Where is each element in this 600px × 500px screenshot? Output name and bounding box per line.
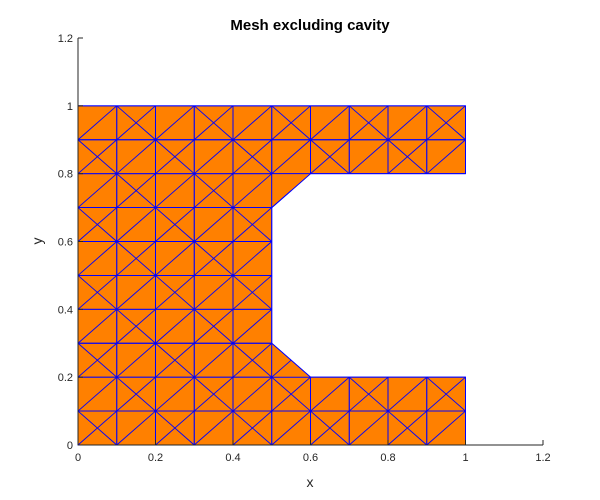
mesh-edge [310, 105, 350, 141]
mesh-edge [77, 410, 118, 446]
mesh-edge [271, 410, 311, 446]
mesh-edge [155, 241, 195, 276]
mesh-edge [155, 376, 195, 412]
mesh-edge [348, 376, 389, 412]
mesh-edge [193, 275, 234, 310]
mesh-edge [232, 105, 273, 141]
mesh-edge [116, 139, 156, 175]
mesh-edge [348, 410, 389, 446]
x-tick-label: 1.2 [535, 452, 550, 464]
mesh-edge [310, 410, 350, 446]
x-tick-label: 1 [462, 452, 468, 464]
mesh-edge [193, 173, 234, 208]
mesh-edge [232, 139, 273, 175]
mesh-edge [232, 376, 273, 412]
mesh-edge [232, 207, 273, 242]
mesh-edge [77, 376, 118, 412]
mesh-edge [387, 376, 428, 412]
x-tick-label: 0.8 [380, 452, 395, 464]
mesh-edge [155, 275, 195, 310]
mesh-edge [77, 308, 118, 344]
x-tick-label: 0.6 [303, 452, 318, 464]
mesh-edge [77, 139, 118, 175]
mesh-edge [193, 207, 234, 242]
mesh-edge [271, 139, 311, 175]
y-axis-label: y [29, 238, 45, 245]
y-tick-label: 0.4 [58, 304, 73, 316]
mesh-edge [426, 376, 466, 412]
mesh-edge [116, 275, 156, 310]
mesh-edge [155, 105, 195, 141]
mesh-edge [155, 139, 195, 175]
mesh-edge [116, 342, 156, 378]
mesh-edge [348, 105, 389, 141]
mesh-edge [271, 376, 311, 412]
mesh-edge [116, 173, 156, 208]
mesh-edge [426, 105, 466, 141]
mesh-edge [348, 139, 389, 175]
y-tick-label: 0 [67, 440, 73, 452]
mesh-edge [155, 207, 195, 242]
mesh-edge [310, 139, 350, 175]
mesh-edge [116, 207, 156, 242]
mesh-edge [116, 410, 156, 446]
mesh-edge [426, 139, 466, 175]
mesh-edge [310, 376, 350, 412]
mesh-edge [232, 275, 273, 310]
mesh-edge [193, 241, 234, 276]
mesh-edge [193, 376, 234, 412]
mesh-edge [116, 308, 156, 344]
mesh-edge [116, 105, 156, 141]
x-axis-label: x [307, 474, 314, 490]
mesh-edge [77, 173, 118, 208]
mesh-edge [271, 105, 311, 141]
mesh-edge [426, 410, 466, 446]
y-tick-label: 1 [67, 101, 73, 113]
y-ticks: 0 0.2 0.4 0.6 0.8 1 1.2 [58, 33, 83, 452]
y-tick-label: 0.8 [58, 169, 73, 181]
y-tick-label: 0.6 [58, 237, 73, 249]
mesh-edge [155, 410, 195, 446]
mesh-edge [193, 105, 234, 141]
mesh-edge [77, 342, 118, 378]
mesh-edge [232, 308, 273, 344]
mesh-edge [77, 275, 118, 310]
mesh-edge [77, 241, 118, 276]
mesh-edge [232, 342, 273, 378]
mesh-edge [193, 410, 234, 446]
chart-title: Mesh excluding cavity [230, 17, 390, 34]
mesh-plot-area [77, 105, 466, 446]
mesh-edge [116, 241, 156, 276]
mesh-edge [77, 105, 118, 141]
mesh-edge [387, 410, 428, 446]
mesh-edge [232, 410, 273, 446]
mesh-edge [232, 241, 273, 276]
mesh-edge [116, 376, 156, 412]
mesh-edge [387, 139, 428, 175]
mesh-edge [193, 342, 234, 378]
mesh-edge [155, 173, 195, 208]
mesh-edge [193, 139, 234, 175]
mesh-edge [387, 105, 428, 141]
mesh-edge [232, 173, 273, 208]
mesh-edge [271, 359, 292, 378]
y-tick-label: 0.2 [58, 372, 73, 384]
mesh-edge [193, 308, 234, 344]
x-tick-label: 0.4 [225, 452, 240, 464]
x-ticks: 0 0.2 0.4 0.6 0.8 1 1.2 [75, 440, 551, 464]
mesh-edge [271, 190, 292, 208]
x-tick-label: 0 [75, 452, 81, 464]
mesh-edge [155, 308, 195, 344]
mesh-edge [155, 342, 195, 378]
x-tick-label: 0.2 [148, 452, 163, 464]
mesh-edge [77, 207, 118, 242]
y-tick-label: 1.2 [58, 33, 73, 45]
